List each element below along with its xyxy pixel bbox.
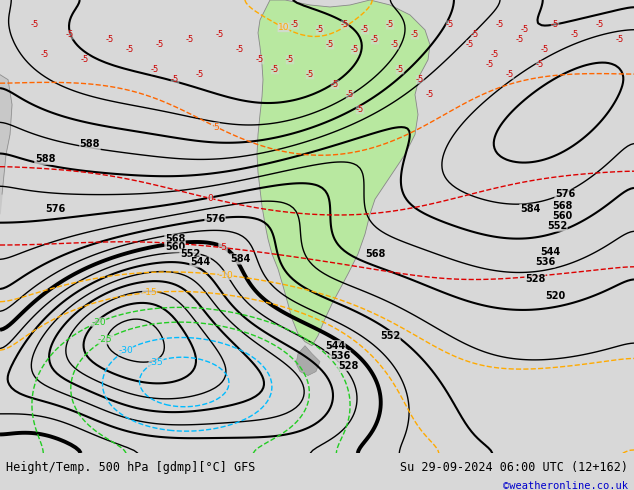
Text: -5: -5	[391, 40, 399, 49]
Point	[0, 449, 5, 457]
Text: -5: -5	[356, 105, 364, 114]
Text: -5: -5	[471, 30, 479, 39]
Point	[0, 449, 5, 457]
Text: -5: -5	[286, 55, 294, 64]
Text: -5: -5	[306, 70, 314, 79]
Point	[0, 449, 5, 457]
Text: 568: 568	[165, 234, 185, 244]
Point	[0, 449, 5, 457]
Text: -5: -5	[291, 21, 299, 29]
Text: 552: 552	[380, 331, 400, 341]
Text: -5: -5	[196, 70, 204, 79]
Text: -5: -5	[416, 75, 424, 84]
Text: 576: 576	[555, 189, 575, 199]
Text: -5: -5	[596, 21, 604, 29]
Text: -5: -5	[496, 21, 504, 29]
Text: -5: -5	[219, 243, 228, 252]
Text: -35: -35	[149, 358, 164, 367]
Polygon shape	[257, 0, 430, 345]
Text: 576: 576	[205, 214, 225, 224]
Text: -5: -5	[491, 50, 499, 59]
Text: 560: 560	[552, 211, 572, 221]
Polygon shape	[296, 345, 320, 375]
Text: -5: -5	[426, 90, 434, 99]
Text: -5: -5	[521, 25, 529, 34]
Text: 588: 588	[80, 140, 100, 149]
Text: 544: 544	[190, 257, 210, 267]
Text: -5: -5	[271, 65, 279, 74]
Text: -5: -5	[151, 65, 159, 74]
Text: 584: 584	[520, 204, 540, 214]
Text: -5: -5	[171, 75, 179, 84]
Point	[0, 449, 5, 457]
Text: -5: -5	[571, 30, 579, 39]
Text: -30: -30	[119, 346, 133, 355]
Point	[0, 449, 5, 457]
Text: -5: -5	[186, 35, 194, 45]
Point	[0, 449, 5, 457]
Point	[0, 449, 5, 457]
Text: -5: -5	[316, 25, 324, 34]
Text: -5: -5	[551, 21, 559, 29]
Text: -25: -25	[98, 335, 112, 344]
Text: -5: -5	[216, 30, 224, 39]
Text: 552: 552	[180, 249, 200, 259]
Text: 5: 5	[214, 122, 219, 132]
Text: 560: 560	[165, 242, 185, 252]
Text: 528: 528	[525, 274, 545, 284]
Text: 528: 528	[338, 361, 358, 370]
Text: 568: 568	[552, 201, 573, 211]
Text: 544: 544	[325, 341, 345, 351]
Text: -5: -5	[371, 35, 379, 45]
Text: -10: -10	[219, 271, 233, 280]
Text: 552: 552	[547, 221, 567, 231]
Text: -5: -5	[106, 35, 114, 45]
Text: Height/Temp. 500 hPa [gdmp][°C] GFS: Height/Temp. 500 hPa [gdmp][°C] GFS	[6, 461, 256, 474]
Text: Su 29-09-2024 06:00 UTC (12+162): Su 29-09-2024 06:00 UTC (12+162)	[399, 461, 628, 474]
Text: -5: -5	[236, 45, 244, 54]
Text: -5: -5	[41, 50, 49, 59]
Text: -5: -5	[516, 35, 524, 45]
Text: -5: -5	[361, 25, 369, 34]
Text: -5: -5	[346, 90, 354, 99]
Text: -15: -15	[143, 288, 157, 297]
Text: -5: -5	[66, 30, 74, 39]
Text: 576: 576	[45, 204, 65, 214]
Text: -5: -5	[331, 80, 339, 89]
Text: -5: -5	[386, 21, 394, 29]
Text: 584: 584	[230, 254, 250, 264]
Text: -5: -5	[341, 21, 349, 29]
Text: -5: -5	[536, 60, 544, 69]
Polygon shape	[0, 74, 12, 214]
Point	[0, 449, 5, 457]
Text: 588: 588	[35, 154, 55, 164]
Text: -5: -5	[486, 60, 494, 69]
Text: -5: -5	[81, 55, 89, 64]
Text: -5: -5	[506, 70, 514, 79]
Text: -5: -5	[256, 55, 264, 64]
Text: -5: -5	[396, 65, 404, 74]
Text: 0: 0	[207, 194, 213, 203]
Text: -5: -5	[351, 45, 359, 54]
Text: -5: -5	[616, 35, 624, 45]
Text: ©weatheronline.co.uk: ©weatheronline.co.uk	[503, 481, 628, 490]
Text: -5: -5	[466, 40, 474, 49]
Text: -5: -5	[326, 40, 334, 49]
Text: 10: 10	[278, 23, 289, 32]
Text: 568: 568	[365, 249, 385, 259]
Text: -5: -5	[541, 45, 549, 54]
Text: -5: -5	[31, 21, 39, 29]
Text: 544: 544	[540, 247, 560, 257]
Text: -20: -20	[91, 318, 106, 326]
Text: -5: -5	[156, 40, 164, 49]
Text: 536: 536	[535, 257, 555, 267]
Text: 520: 520	[545, 291, 565, 301]
Text: -5: -5	[411, 30, 419, 39]
Text: 536: 536	[330, 351, 350, 361]
Point	[0, 449, 5, 457]
Text: -5: -5	[446, 21, 454, 29]
Text: -5: -5	[126, 45, 134, 54]
